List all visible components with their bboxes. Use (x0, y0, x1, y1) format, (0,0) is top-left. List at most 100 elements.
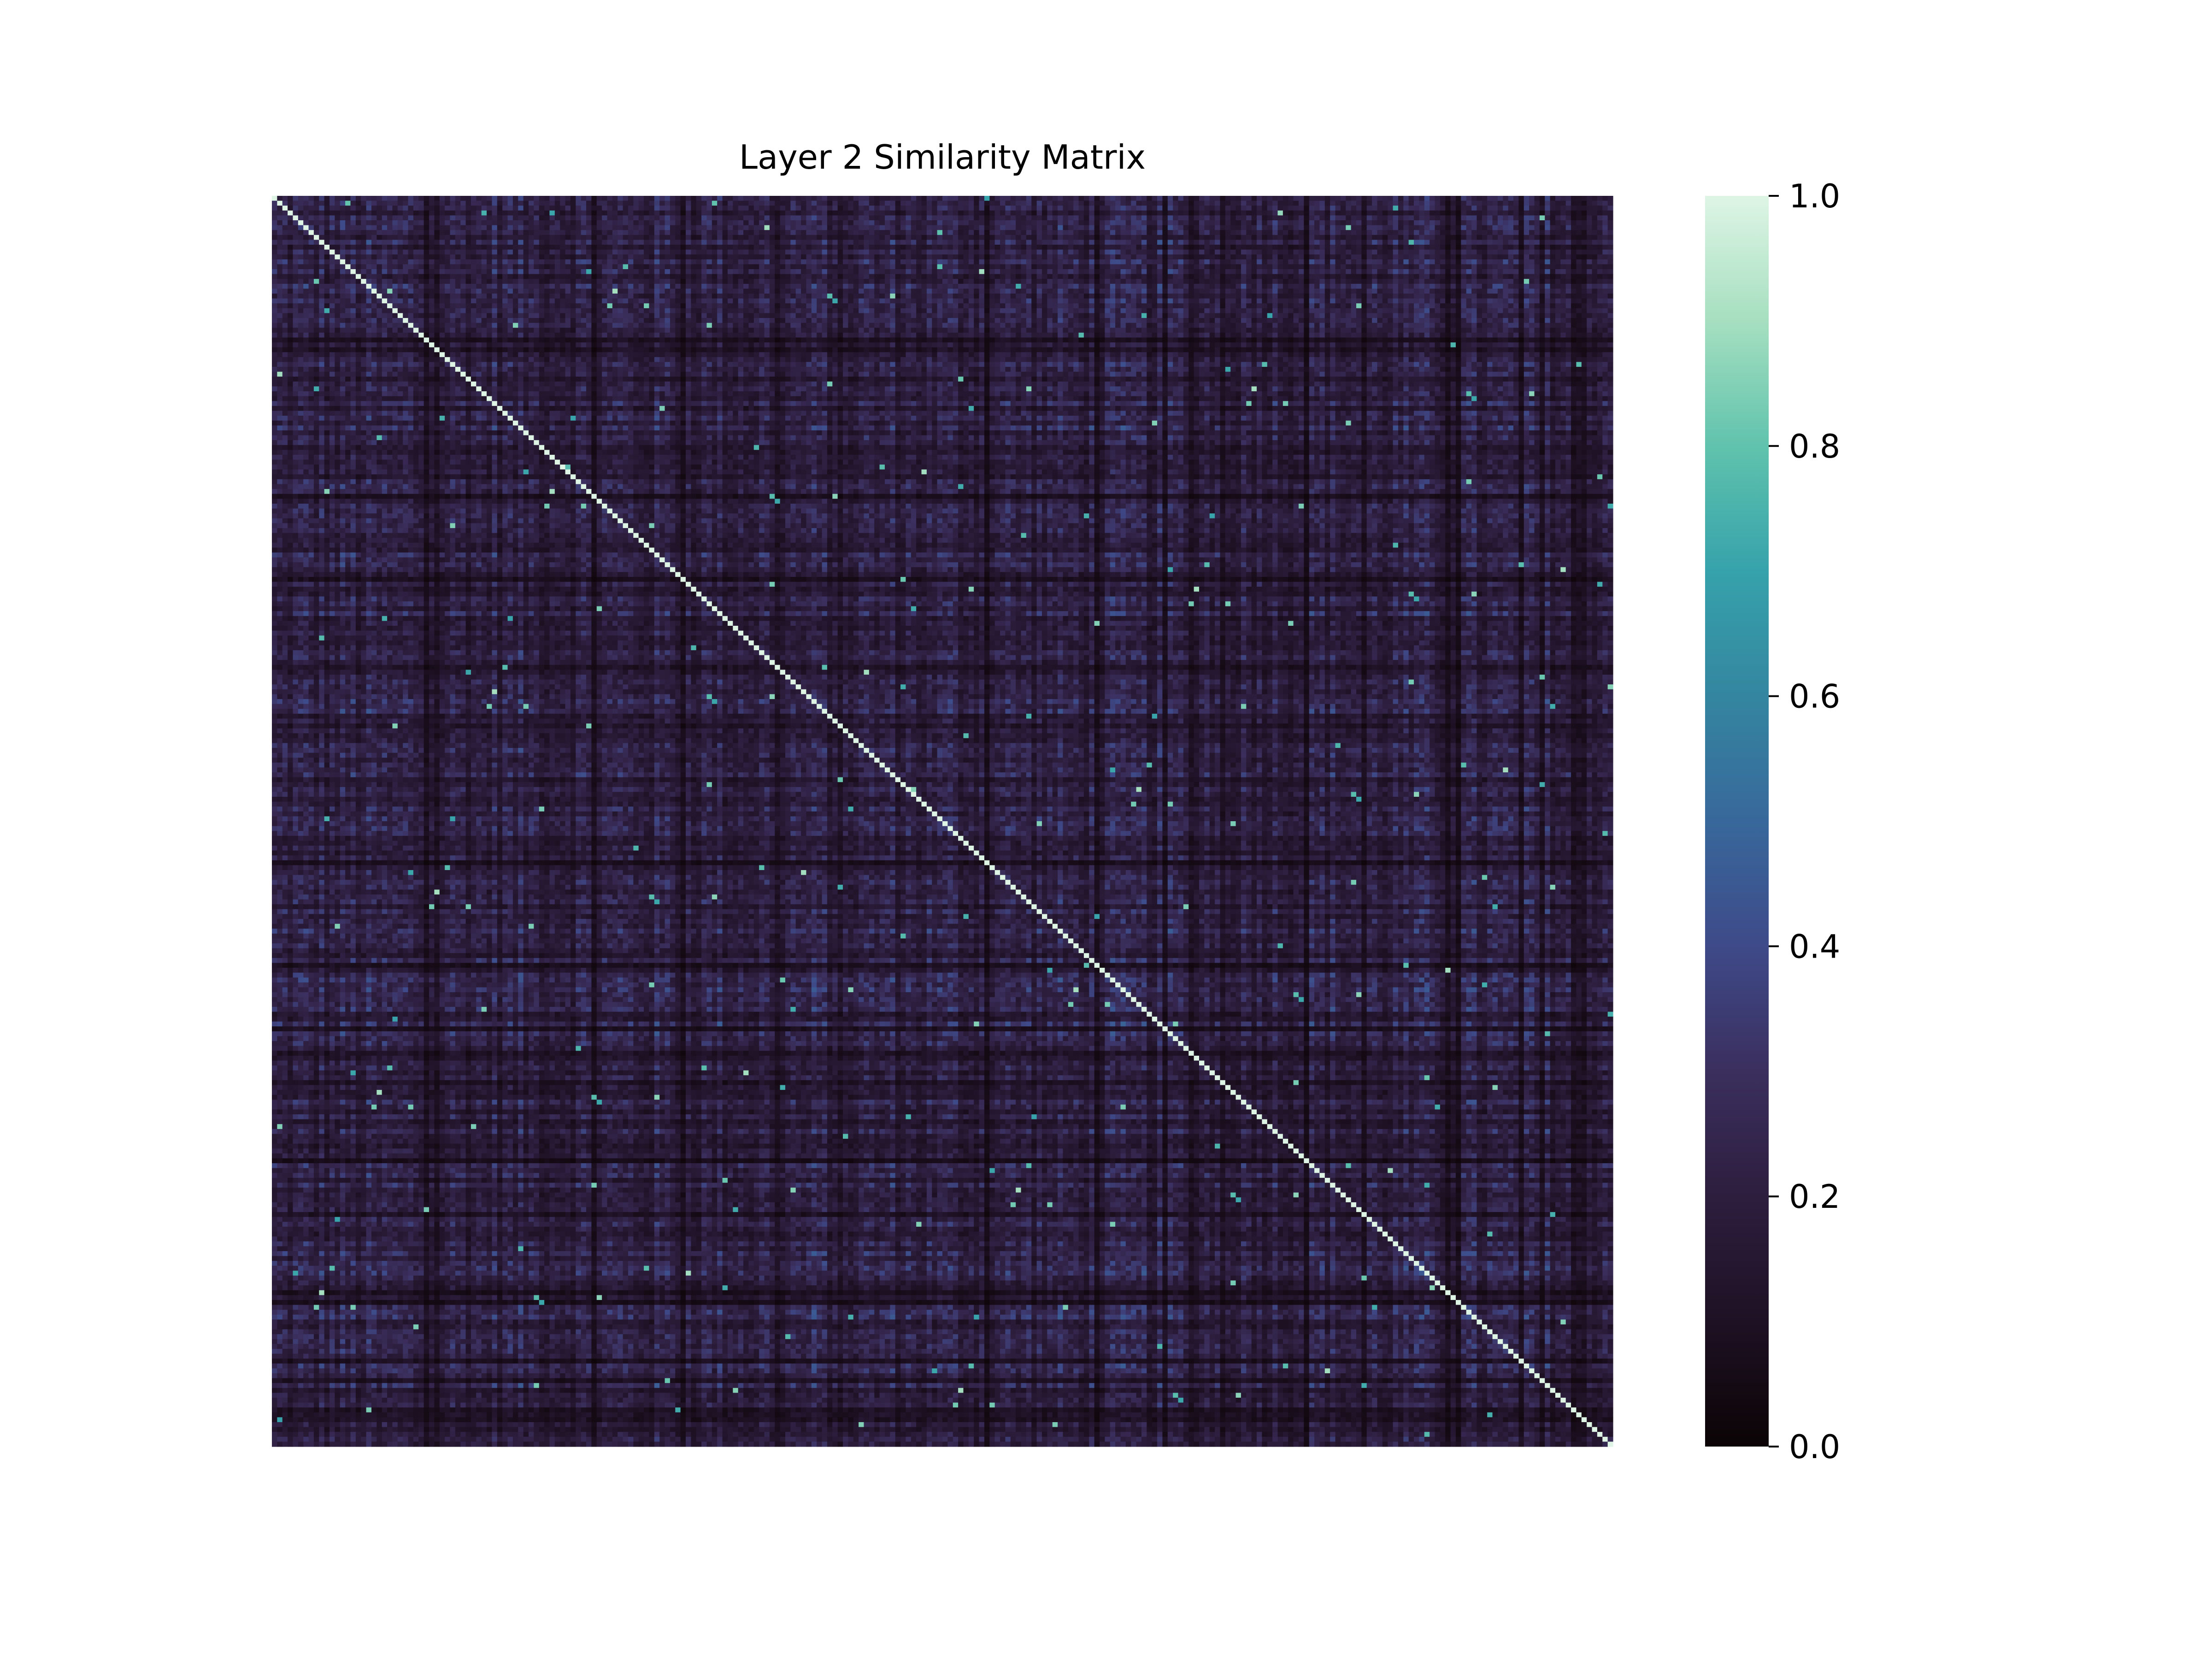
heatmap-cell (963, 206, 969, 211)
heatmap-cell (780, 196, 786, 201)
heatmap-cell (806, 196, 812, 201)
heatmap-cell (1220, 196, 1225, 201)
heatmap-cell (586, 215, 592, 220)
heatmap-cell (942, 196, 948, 201)
heatmap-cell (1000, 196, 1006, 201)
heatmap-cell (1398, 206, 1404, 211)
heatmap-cell (560, 215, 565, 220)
heatmap-cell (785, 201, 791, 206)
heatmap-cell (429, 211, 435, 216)
heatmap-cell (1414, 211, 1419, 216)
heatmap-cell (324, 196, 330, 201)
heatmap-cell (989, 215, 995, 220)
heatmap-cell (859, 206, 864, 211)
heatmap-cell (1550, 211, 1556, 216)
heatmap-cell (1210, 215, 1215, 220)
heatmap-cell (571, 206, 576, 211)
heatmap-cell (1210, 196, 1215, 201)
heatmap-cell (995, 201, 1000, 206)
heatmap-cell (1220, 211, 1225, 216)
heatmap-cell (1215, 215, 1220, 220)
heatmap-cell (288, 215, 293, 220)
heatmap-cell (644, 196, 649, 201)
heatmap-cell (665, 196, 671, 201)
heatmap-cell (1518, 206, 1524, 211)
heatmap-cell (445, 206, 450, 211)
heatmap-cell (1534, 201, 1540, 206)
heatmap-cell (1513, 215, 1519, 220)
heatmap-cell (549, 211, 555, 216)
heatmap-cell (681, 201, 686, 206)
heatmap-cell (1445, 215, 1451, 220)
heatmap-cell (466, 220, 471, 225)
heatmap-cell (1120, 215, 1126, 220)
heatmap-cell (1094, 215, 1100, 220)
heatmap-cell (1382, 201, 1388, 206)
heatmap-cell (1094, 206, 1100, 211)
heatmap-cell (518, 215, 524, 220)
heatmap-cell (900, 201, 906, 206)
heatmap-cell (1000, 201, 1006, 206)
heatmap-cell (953, 211, 959, 216)
heatmap-cell (1136, 215, 1142, 220)
heatmap-cell (775, 201, 780, 206)
heatmap-cell (1267, 196, 1273, 201)
heatmap-cell (686, 201, 691, 206)
heatmap-cell (309, 206, 314, 211)
heatmap-cell (1560, 211, 1566, 216)
heatmap-cell (1351, 196, 1357, 201)
heatmap-cell (765, 196, 770, 201)
heatmap-cell (1487, 206, 1493, 211)
heatmap-cell (1063, 201, 1068, 206)
heatmap-cell (1168, 211, 1173, 216)
heatmap-cell (790, 211, 796, 216)
heatmap-cell (1257, 196, 1262, 201)
heatmap-cell (1393, 211, 1399, 216)
heatmap-cell (1461, 215, 1466, 220)
heatmap-cell (602, 201, 607, 206)
heatmap-cell (309, 211, 314, 216)
heatmap-cell (670, 206, 676, 211)
heatmap-cell (984, 206, 990, 211)
heatmap-cell (1236, 211, 1241, 216)
heatmap-cell (434, 201, 440, 206)
heatmap-cell (1602, 201, 1608, 206)
heatmap-cell (476, 206, 482, 211)
heatmap-cell (1534, 211, 1540, 216)
heatmap-cell (1183, 196, 1189, 201)
heatmap-cell (1178, 196, 1184, 201)
heatmap-cell (864, 211, 869, 216)
heatmap-cell (947, 211, 953, 216)
heatmap-cell (345, 211, 351, 216)
heatmap-cell (1204, 211, 1210, 216)
heatmap-cell (1597, 206, 1603, 211)
heatmap-cell (1058, 215, 1063, 220)
heatmap-cell (1461, 196, 1466, 201)
heatmap-cell (681, 206, 686, 211)
heatmap-cell (1346, 196, 1351, 201)
heatmap-cell (1162, 201, 1168, 206)
heatmap-cell (1314, 201, 1320, 206)
heatmap-cell (1079, 206, 1084, 211)
heatmap-cell (1424, 196, 1430, 201)
heatmap-cell (1131, 206, 1136, 211)
heatmap-cell (377, 206, 382, 211)
heatmap-cell (371, 196, 377, 201)
heatmap-cell (1440, 196, 1446, 201)
heatmap-cell (497, 196, 503, 201)
heatmap-cell (1560, 201, 1566, 206)
heatmap-cell (455, 196, 461, 201)
heatmap-cell (843, 211, 848, 216)
heatmap-cell (1183, 201, 1189, 206)
heatmap-cell (723, 196, 728, 201)
heatmap-cell (1016, 206, 1021, 211)
heatmap-cell (1152, 211, 1158, 216)
heatmap-cell (1299, 215, 1304, 220)
heatmap-cell (974, 196, 979, 201)
heatmap-cell (324, 206, 330, 211)
heatmap-cell (1461, 211, 1466, 216)
heatmap-cell (429, 215, 435, 220)
heatmap-cell (1157, 211, 1163, 216)
heatmap-cell (581, 211, 587, 216)
heatmap-cell (785, 206, 791, 211)
